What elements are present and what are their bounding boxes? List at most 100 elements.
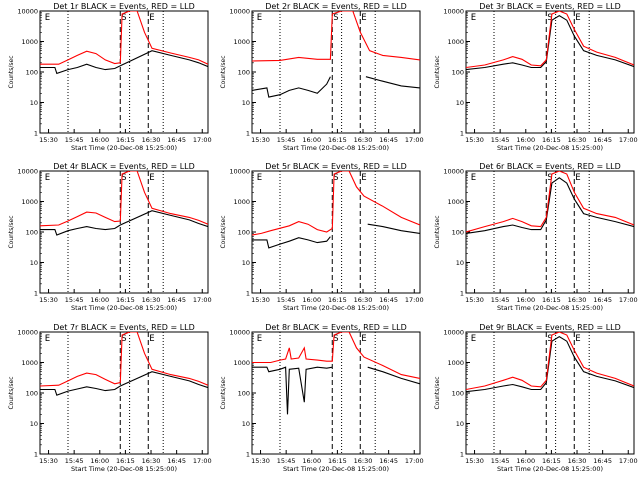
y-tick-label: 1: [246, 130, 250, 138]
x-tick-label: 16:15: [116, 457, 135, 465]
marker-label: S: [333, 13, 338, 23]
events-series-line: [40, 50, 208, 75]
x-tick-label: 15:30: [465, 136, 484, 144]
panel-det-6: Det 6r BLACK = Events, RED = LLD 1 10 100 10…: [434, 162, 638, 312]
y-tick-label: 1000: [21, 38, 38, 46]
marker-label: E: [471, 173, 476, 183]
x-tick-label: 16:30: [568, 296, 587, 304]
events-series-line: [40, 371, 208, 396]
y-tick-label: 10: [242, 99, 250, 107]
y-tick-label: 100: [238, 390, 250, 398]
marker-label: E: [257, 334, 262, 344]
y-tick-label: 10000: [443, 168, 464, 176]
x-tick-label: 16:00: [90, 136, 109, 144]
y-tick-label: 10: [456, 259, 464, 267]
x-tick-label: 15:45: [277, 457, 296, 465]
marker-label: E: [149, 13, 154, 23]
y-axis-label: Counts/sec: [220, 215, 227, 248]
lld-series-line: [40, 171, 208, 227]
x-tick-label: 15:30: [39, 296, 58, 304]
panel-title: Det 1r BLACK = Events, RED = LLD: [53, 2, 195, 11]
panel-det-3: Det 3r BLACK = Events, RED = LLD 1 10 100 10…: [434, 2, 638, 152]
y-tick-label: 10: [30, 420, 38, 428]
y-tick-label: 100: [452, 229, 464, 237]
x-tick-label: 16:15: [542, 457, 561, 465]
x-tick-label: 16:00: [516, 457, 535, 465]
y-tick-label: 10000: [229, 8, 250, 16]
y-tick-label: 10: [456, 99, 464, 107]
x-tick-label: 16:00: [516, 296, 535, 304]
events-series-line: [252, 76, 420, 98]
marker-label: S: [547, 173, 552, 183]
x-tick-label: 16:15: [116, 296, 135, 304]
x-axis-label: Start Time (20-Dec-08 15:25:00): [497, 144, 603, 152]
x-tick-label: 16:30: [354, 457, 373, 465]
panel-det-2: Det 2r BLACK = Events, RED = LLD 1 10 100 10…: [220, 2, 424, 152]
y-tick-label: 10000: [229, 168, 250, 176]
x-tick-label: 16:45: [593, 457, 612, 465]
panel-det-8: Det 8r BLACK = Events, RED = LLD 1 10 100 10…: [220, 323, 424, 473]
marker-label: E: [575, 13, 580, 23]
marker-label: E: [471, 334, 476, 344]
y-tick-label: 1000: [447, 359, 464, 367]
x-tick-label: 16:00: [90, 457, 109, 465]
marker-label: S: [121, 334, 126, 344]
lld-series-line: [40, 11, 208, 65]
y-tick-label: 100: [26, 229, 38, 237]
marker-label: S: [333, 334, 338, 344]
x-tick-label: 15:45: [65, 457, 84, 465]
events-series-line: [252, 366, 420, 415]
x-tick-label: 16:00: [302, 457, 321, 465]
y-tick-label: 100: [238, 229, 250, 237]
x-tick-label: 16:15: [542, 296, 561, 304]
x-tick-label: 16:45: [167, 296, 186, 304]
x-tick-label: 15:45: [65, 136, 84, 144]
x-tick-label: 15:45: [491, 296, 510, 304]
lld-series-line: [252, 11, 420, 62]
y-tick-label: 10: [242, 420, 250, 428]
marker-label: E: [575, 334, 580, 344]
y-axis-label: Counts/sec: [434, 55, 441, 88]
y-tick-label: 1: [460, 290, 464, 298]
x-tick-label: 16:00: [302, 296, 321, 304]
x-tick-label: 16:30: [354, 136, 373, 144]
x-tick-label: 16:45: [379, 296, 398, 304]
y-tick-label: 1000: [233, 198, 250, 206]
marker-label: E: [149, 173, 154, 183]
panel-det-4: Det 4r BLACK = Events, RED = LLD 1 10 100 10…: [8, 162, 212, 312]
x-tick-label: 17:00: [405, 136, 424, 144]
x-tick-label: 16:15: [328, 296, 347, 304]
y-tick-label: 1: [34, 290, 38, 298]
marker-label: S: [121, 13, 126, 23]
panel-title: Det 7r BLACK = Events, RED = LLD: [53, 323, 195, 332]
y-tick-label: 10000: [17, 168, 38, 176]
x-tick-label: 16:15: [328, 457, 347, 465]
marker-label: E: [361, 173, 366, 183]
y-tick-label: 10: [456, 420, 464, 428]
x-axis-label: Start Time (20-Dec-08 15:25:00): [497, 304, 603, 312]
plot-frame: [39, 331, 209, 455]
y-tick-label: 100: [26, 390, 38, 398]
x-axis-label: Start Time (20-Dec-08 15:25:00): [497, 465, 603, 473]
y-axis-label: Counts/sec: [8, 376, 15, 409]
x-tick-label: 17:00: [405, 457, 424, 465]
y-axis-label: Counts/sec: [434, 376, 441, 409]
x-tick-label: 16:00: [302, 136, 321, 144]
events-series-line: [466, 177, 634, 234]
y-axis-label: Counts/sec: [220, 55, 227, 88]
panel-det-9: Det 9r BLACK = Events, RED = LLD 1 10 100 10…: [434, 323, 638, 473]
y-tick-label: 10000: [443, 8, 464, 16]
x-axis-label: Start Time (20-Dec-08 15:25:00): [283, 304, 389, 312]
x-tick-label: 15:30: [251, 296, 270, 304]
x-tick-label: 16:45: [379, 457, 398, 465]
panel-title: Det 3r BLACK = Events, RED = LLD: [479, 2, 621, 11]
x-tick-label: 16:45: [593, 136, 612, 144]
x-tick-label: 16:00: [90, 296, 109, 304]
x-tick-label: 16:00: [516, 136, 535, 144]
x-tick-label: 16:30: [142, 457, 161, 465]
x-tick-label: 15:45: [491, 136, 510, 144]
events-series-line: [40, 210, 208, 236]
y-tick-label: 1: [34, 451, 38, 459]
y-axis-label: Counts/sec: [434, 215, 441, 248]
marker-label: E: [257, 13, 262, 23]
